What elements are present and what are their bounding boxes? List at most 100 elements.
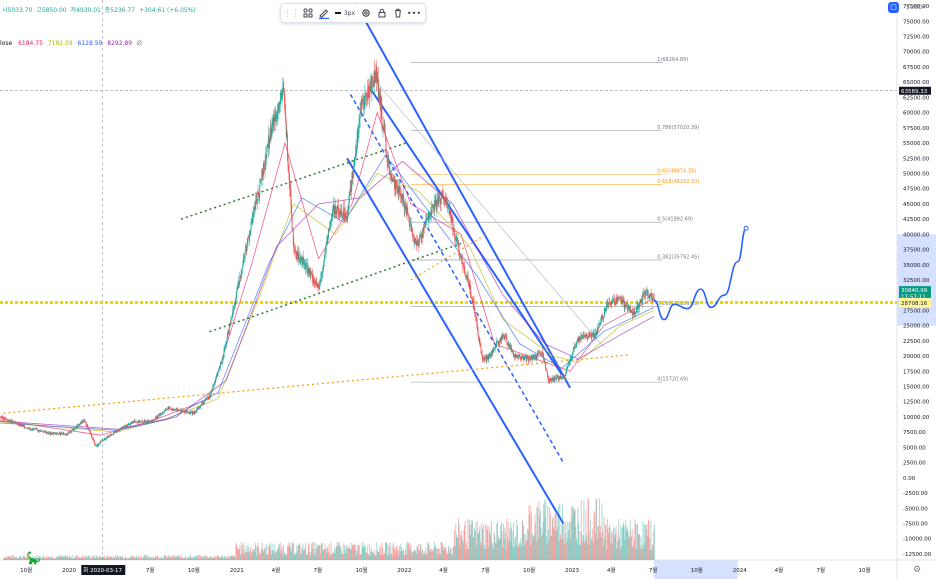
candle-body <box>483 357 485 359</box>
candle-body <box>253 209 255 212</box>
candle-body <box>558 377 560 381</box>
candle-body <box>75 427 77 429</box>
more-options-icon[interactable]: ••• <box>406 8 422 18</box>
time-tick-label: 2022 <box>397 568 411 574</box>
volume-bar <box>283 545 284 560</box>
candle-body <box>69 431 71 432</box>
volume-bar <box>562 504 563 560</box>
volume-bar <box>652 546 654 560</box>
volume-bar <box>557 505 559 560</box>
volume-bar <box>417 544 419 560</box>
candle-body <box>195 411 197 413</box>
volume-bar <box>452 554 453 560</box>
candle-body <box>41 430 42 432</box>
candle-body <box>255 200 257 210</box>
volume-bar <box>576 542 578 560</box>
volume-bar <box>68 556 70 560</box>
volume-bar <box>450 547 451 560</box>
volume-bar <box>647 536 649 560</box>
candle-body <box>43 431 45 433</box>
candle-body <box>626 303 628 307</box>
volume-bar <box>371 552 373 560</box>
line-color-icon[interactable] <box>317 5 331 21</box>
volume-bar <box>40 557 42 560</box>
volume-bar <box>470 519 472 560</box>
volume-bar <box>12 554 13 560</box>
lock-icon[interactable] <box>375 5 389 21</box>
candle-body <box>159 413 160 415</box>
volume-bar <box>293 555 295 560</box>
candle-body <box>532 354 534 356</box>
volume-bar <box>521 547 522 560</box>
candle-body <box>502 335 504 337</box>
candle-body <box>604 309 606 313</box>
volume-bar <box>106 555 108 560</box>
volume-bar <box>435 547 437 560</box>
volume-bar <box>266 544 268 560</box>
candle-body <box>322 270 324 276</box>
candle-body <box>119 428 121 431</box>
volume-bar <box>96 557 98 560</box>
candle-body <box>171 409 173 410</box>
volume-bar <box>195 556 197 560</box>
volume-bar <box>339 545 341 560</box>
candle-body <box>166 409 168 410</box>
settings-gear-icon[interactable] <box>359 5 373 21</box>
candle-body <box>158 414 160 417</box>
candle-body <box>449 210 451 215</box>
chart-settings-gear-icon[interactable]: ⚙ <box>913 565 922 575</box>
volume-bar <box>468 548 470 560</box>
candle-body <box>18 425 20 426</box>
line-width-button[interactable]: 3px <box>333 5 357 21</box>
candle-body <box>608 302 610 304</box>
candle-body <box>299 258 301 263</box>
candle-body <box>224 348 226 350</box>
volume-bar <box>505 549 507 560</box>
fib-label-7: 0(15720.49) <box>657 377 688 383</box>
candle-body <box>389 172 391 175</box>
indicator-legend[interactable]: lose 6184.75 7182.59 6128.59 8292.89 Ø <box>0 40 142 47</box>
volume-bar <box>614 534 616 560</box>
candle-body <box>181 410 183 412</box>
candle-body <box>341 211 343 218</box>
volume-bar <box>26 557 28 560</box>
candle-body <box>375 66 377 78</box>
volume-bar <box>8 556 10 560</box>
volume-bar <box>520 538 522 560</box>
candle-body <box>531 356 532 357</box>
candle-body <box>298 252 300 260</box>
volume-bar <box>435 544 437 560</box>
volume-bar <box>572 507 574 560</box>
volume-bar <box>15 556 17 560</box>
candle-body <box>205 398 207 400</box>
volume-bar <box>357 545 359 560</box>
volume-bar <box>625 520 626 560</box>
volume-bar <box>267 553 269 560</box>
candle-body <box>427 219 429 220</box>
trash-icon[interactable] <box>391 5 405 21</box>
volume-bar <box>431 547 433 560</box>
price-tick-label: -2500.00 <box>903 491 928 497</box>
volume-bar <box>65 555 67 560</box>
candle-body <box>576 342 578 345</box>
volume-bar <box>593 513 595 560</box>
volume-bar <box>614 528 616 560</box>
volume-bar <box>80 558 82 560</box>
volume-bar <box>328 543 330 560</box>
volume-bar <box>560 539 562 560</box>
template-icon[interactable] <box>301 5 315 21</box>
volume-bar <box>502 523 504 560</box>
scale-toggle-button[interactable]: ▢ <box>888 2 899 13</box>
candle-body <box>629 306 630 311</box>
currency-selector[interactable]: $USD▾ <box>906 4 926 11</box>
drag-handle-icon[interactable]: ⋮⋮ <box>283 8 300 18</box>
candle-body <box>115 431 116 432</box>
candle-body <box>193 412 194 414</box>
candle-body <box>214 383 216 385</box>
volume-bar <box>619 538 620 560</box>
candle-body <box>607 303 609 305</box>
candle-body <box>475 312 477 318</box>
candle-body <box>205 398 207 400</box>
volume-bar <box>454 546 456 560</box>
